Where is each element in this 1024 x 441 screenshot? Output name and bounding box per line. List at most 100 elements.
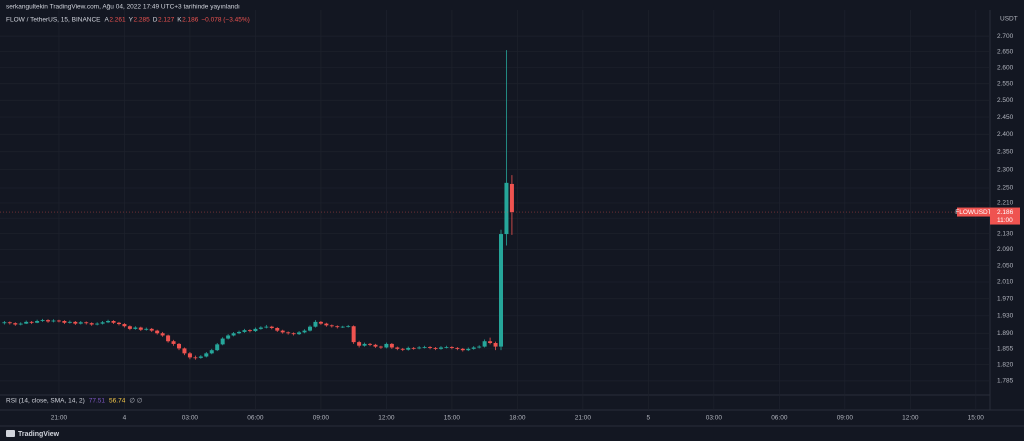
x-tick-label: 06:00 bbox=[771, 415, 788, 422]
candle-body bbox=[324, 323, 329, 326]
y-tick-label: 2.250 bbox=[997, 185, 1014, 192]
candle-body bbox=[247, 330, 252, 332]
ohlc-value: 2.127 bbox=[158, 17, 175, 24]
candle-body bbox=[438, 347, 443, 349]
candle-body bbox=[226, 335, 231, 339]
y-tick-label: 1.930 bbox=[997, 313, 1014, 320]
candle-body bbox=[13, 323, 18, 325]
candle-body bbox=[258, 327, 263, 329]
candle-body bbox=[73, 321, 78, 324]
candle-body bbox=[493, 343, 498, 347]
x-tick-label: 15:00 bbox=[968, 415, 985, 422]
candle-body bbox=[455, 347, 460, 349]
candle-body bbox=[231, 333, 236, 336]
y-tick-label: 1.785 bbox=[997, 378, 1014, 385]
x-tick-label: 4 bbox=[123, 415, 127, 422]
y-tick-label: 2.450 bbox=[997, 114, 1014, 121]
candle-body bbox=[280, 330, 285, 333]
candle-body bbox=[187, 353, 192, 358]
grid bbox=[0, 10, 990, 410]
candle-body bbox=[471, 347, 476, 349]
x-tick-label: 03:00 bbox=[706, 415, 723, 422]
footer-logo: TradingView bbox=[6, 430, 60, 438]
candle-body bbox=[378, 346, 383, 348]
candle-body bbox=[122, 324, 127, 327]
candle-body bbox=[460, 348, 465, 351]
rsi-extra: ∅ ∅ bbox=[129, 398, 142, 405]
candle-body bbox=[237, 331, 242, 334]
x-tick-label: 5 bbox=[647, 415, 651, 422]
candle-body bbox=[215, 344, 220, 351]
x-tick-label: 21:00 bbox=[575, 415, 592, 422]
rsi-ma-value: 56.74 bbox=[109, 398, 126, 405]
price-tag-bg bbox=[990, 207, 1020, 225]
candle-body bbox=[368, 343, 373, 345]
candle-body bbox=[509, 183, 514, 213]
candle-body bbox=[204, 353, 209, 357]
candle-body bbox=[40, 320, 45, 322]
candle-body bbox=[171, 341, 176, 344]
candle-body bbox=[488, 341, 493, 344]
countdown: 11:00 bbox=[997, 217, 1013, 224]
candle-body bbox=[395, 347, 400, 349]
x-tick-label: 12:00 bbox=[378, 415, 395, 422]
candle-body bbox=[302, 330, 307, 333]
candle-body bbox=[351, 326, 356, 343]
candle-body bbox=[264, 326, 269, 328]
candle-body bbox=[307, 326, 312, 331]
candle-body bbox=[95, 323, 100, 325]
candle-body bbox=[29, 321, 34, 323]
price-tag: 2.186 bbox=[997, 209, 1014, 216]
y-tick-label: 2.500 bbox=[997, 97, 1014, 104]
candle-body bbox=[149, 328, 154, 331]
candle-body bbox=[24, 321, 29, 324]
candle-body bbox=[362, 343, 367, 346]
ohlc-label: D bbox=[153, 17, 158, 24]
candle-body bbox=[166, 335, 171, 342]
symbol-legend: FLOW / TetherUS, 15, BINANCE bbox=[6, 17, 101, 24]
x-tick-label: 21:00 bbox=[51, 415, 68, 422]
candle-body bbox=[340, 326, 345, 328]
candle-body bbox=[67, 321, 72, 323]
logo-mark bbox=[6, 430, 15, 437]
candle-body bbox=[417, 347, 422, 349]
candle-body bbox=[18, 323, 23, 325]
y-tick-label: 2.090 bbox=[997, 246, 1014, 253]
candle-body bbox=[182, 348, 187, 354]
candle-body bbox=[35, 321, 40, 323]
candle-body bbox=[433, 347, 438, 349]
candle-body bbox=[329, 325, 334, 327]
candle-body bbox=[56, 320, 61, 322]
y-tick-label: 2.600 bbox=[997, 64, 1014, 71]
candle-body bbox=[406, 347, 411, 350]
candle-body bbox=[155, 330, 160, 334]
x-tick-label: 09:00 bbox=[313, 415, 330, 422]
candle-body bbox=[269, 326, 274, 328]
candle-body bbox=[100, 322, 105, 324]
change-value: −0.078 (−3.45%) bbox=[201, 17, 249, 24]
candle-body bbox=[318, 321, 323, 324]
candle-body bbox=[7, 322, 12, 324]
y-tick-label: 2.700 bbox=[997, 33, 1014, 40]
x-tick-label: 03:00 bbox=[182, 415, 199, 422]
candle-body bbox=[193, 357, 198, 359]
candle-body bbox=[106, 321, 111, 323]
candle-body bbox=[198, 356, 203, 358]
candle-body bbox=[428, 347, 433, 348]
x-tick-label: 12:00 bbox=[902, 415, 919, 422]
candle-body bbox=[111, 321, 116, 323]
candle-body bbox=[449, 347, 454, 348]
candle-body bbox=[286, 332, 291, 334]
symbol-tag: FLOWUSDT bbox=[955, 209, 992, 216]
candle-body bbox=[466, 348, 471, 351]
currency: USDT bbox=[1000, 16, 1018, 23]
candle-body bbox=[242, 330, 247, 332]
candle-body bbox=[297, 332, 302, 335]
candle-body bbox=[313, 321, 318, 327]
candle-body bbox=[422, 347, 427, 348]
footer-brand: TradingView bbox=[18, 431, 60, 438]
candle-body bbox=[253, 328, 258, 332]
y-tick-label: 2.130 bbox=[997, 230, 1014, 237]
candle-body bbox=[78, 322, 83, 324]
